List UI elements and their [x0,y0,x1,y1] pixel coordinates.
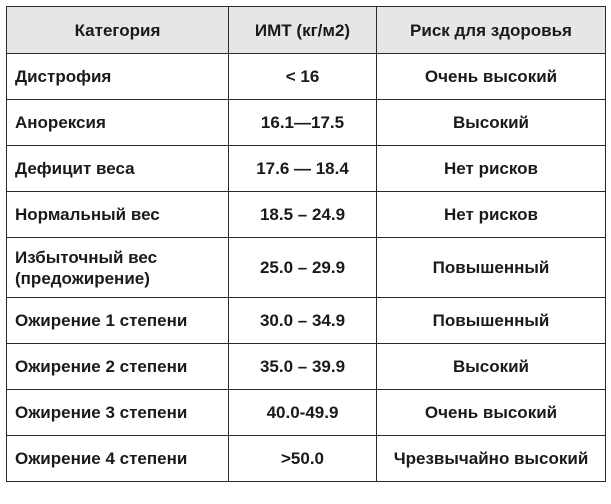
risk-cell: Повышенный [376,237,606,298]
risk-cell: Повышенный [376,297,606,344]
header-row: Категория ИМТ (кг/м2) Риск для здоровья [6,6,606,54]
header-category: Категория [6,6,229,54]
bmi-cell: 40.0-49.9 [228,389,377,436]
bmi-cell: 30.0 – 34.9 [228,297,377,344]
table-row: Ожирение 1 степени 30.0 – 34.9 Повышенны… [6,297,606,344]
risk-cell: Нет рисков [376,191,606,238]
risk-cell: Очень высокий [376,53,606,100]
risk-cell: Высокий [376,99,606,146]
table-body: Дистрофия < 16 Очень высокий Анорексия 1… [6,53,606,482]
bmi-table: Категория ИМТ (кг/м2) Риск для здоровья … [6,6,606,482]
category-line-1: Избыточный вес [15,247,158,267]
table-header: Категория ИМТ (кг/м2) Риск для здоровья [6,6,606,54]
bmi-cell: < 16 [228,53,377,100]
header-risk: Риск для здоровья [376,6,606,54]
risk-cell: Высокий [376,343,606,390]
category-line-2: (предожирение) [15,268,150,288]
category-cell: Ожирение 3 степени [6,389,229,436]
category-cell: Ожирение 4 степени [6,435,229,482]
category-cell: Дистрофия [6,53,229,100]
bmi-cell: >50.0 [228,435,377,482]
header-bmi: ИМТ (кг/м2) [228,6,377,54]
category-cell: Анорексия [6,99,229,146]
category-cell: Ожирение 2 степени [6,343,229,390]
risk-cell: Чрезвычайно высокий [376,435,606,482]
table-row: Ожирение 4 степени >50.0 Чрезвычайно выс… [6,435,606,482]
category-cell: Избыточный вес (предожирение) [6,237,229,298]
table-row: Избыточный вес (предожирение) 25.0 – 29.… [6,237,606,298]
bmi-cell: 17.6 — 18.4 [228,145,377,192]
table-row: Ожирение 2 степени 35.0 – 39.9 Высокий [6,343,606,390]
table-row: Дистрофия < 16 Очень высокий [6,53,606,100]
table-row: Дефицит веса 17.6 — 18.4 Нет рисков [6,145,606,192]
bmi-cell: 18.5 – 24.9 [228,191,377,238]
table-row: Анорексия 16.1—17.5 Высокий [6,99,606,146]
table-row: Нормальный вес 18.5 – 24.9 Нет рисков [6,191,606,238]
bmi-cell: 25.0 – 29.9 [228,237,377,298]
bmi-cell: 16.1—17.5 [228,99,377,146]
category-cell: Ожирение 1 степени [6,297,229,344]
risk-cell: Очень высокий [376,389,606,436]
category-cell: Дефицит веса [6,145,229,192]
risk-cell: Нет рисков [376,145,606,192]
bmi-cell: 35.0 – 39.9 [228,343,377,390]
category-cell: Нормальный вес [6,191,229,238]
table-row: Ожирение 3 степени 40.0-49.9 Очень высок… [6,389,606,436]
